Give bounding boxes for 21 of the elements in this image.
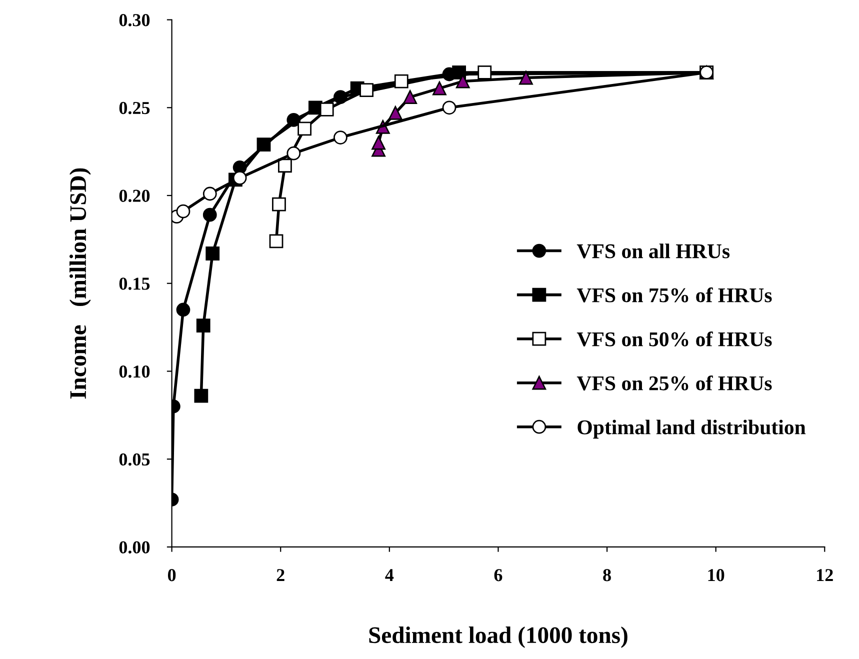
x-tick-label: 10 [708,569,724,582]
y-tick-label: 0.00 [119,541,150,554]
y-tick-label: 0.05 [119,453,150,466]
legend-label: VFS on 25% of HRUs [576,375,772,390]
y-tick-label: 0.10 [119,365,150,378]
y-tick-label: 0.15 [119,278,150,290]
x-axis-title: Sediment load (1000 tons) [369,626,628,648]
x-tick-label: 0 [168,569,176,582]
legend-label: VFS on all HRUs [576,244,730,258]
x-tick-label: 2 [276,569,284,582]
legend-label: Optimal land distribution [578,420,806,439]
y-tick-label: 0.25 [119,102,150,114]
y-tick-label: 0.30 [119,14,150,26]
y-axis-title: Income (million USD) [69,168,91,399]
legend-label: VFS on 50% of HRUs [576,331,772,346]
x-tick-label: 8 [603,569,611,582]
x-tick-label: 6 [494,569,502,582]
x-tick-label: 12 [817,569,833,582]
y-tick-label: 0.20 [119,190,150,202]
legend-label: VFS on 75% of HRUs [576,287,772,302]
x-tick-label: 4 [385,569,394,582]
